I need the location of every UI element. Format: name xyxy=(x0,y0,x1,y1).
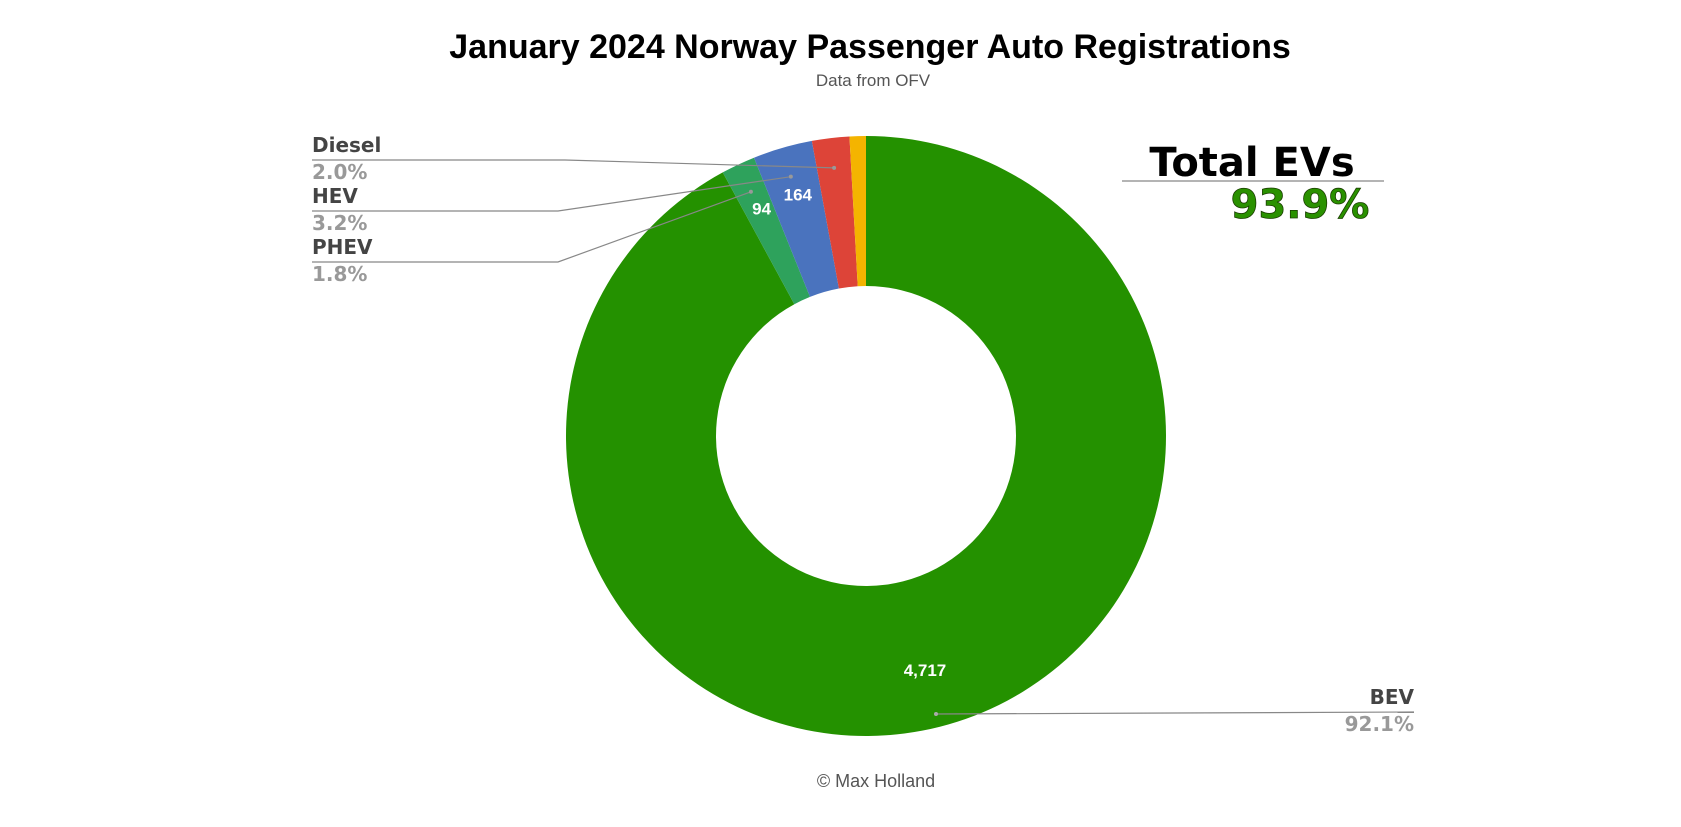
slice-bev xyxy=(566,136,1166,737)
chart-credit: © Max Holland xyxy=(817,771,935,791)
label-phev-name: PHEV xyxy=(312,235,373,259)
label-phev-percent: 1.8% xyxy=(312,262,367,286)
label-bev-name: BEV xyxy=(1370,685,1415,709)
label-diesel-percent: 2.0% xyxy=(312,160,367,184)
data-label-bev: 4,717 xyxy=(904,661,947,680)
label-hev-percent: 3.2% xyxy=(312,211,367,235)
label-diesel-name: Diesel xyxy=(312,133,381,157)
total-evs-title: Total EVs xyxy=(1149,140,1354,186)
leader-phev-dot xyxy=(748,189,753,194)
leader-bev-dot xyxy=(934,712,938,716)
leader-phev xyxy=(312,191,752,263)
total-evs-value: 93.9% xyxy=(1231,182,1370,228)
slice-petrol xyxy=(849,136,866,287)
chart-subtitle: Data from OFV xyxy=(816,71,931,90)
donut-slices xyxy=(566,136,1166,737)
leader-lines xyxy=(312,159,1415,716)
data-label-phev: 94 xyxy=(752,199,771,218)
data-labels: 4,717 94 164 xyxy=(752,186,946,680)
chart-title: January 2024 Norway Passenger Auto Regis… xyxy=(449,28,1291,66)
leader-hev xyxy=(312,176,791,212)
slice-diesel xyxy=(811,136,858,289)
slice-hev xyxy=(753,140,839,297)
leader-bev xyxy=(935,711,1415,715)
data-label-hev: 164 xyxy=(784,186,813,205)
label-hev-name: HEV xyxy=(312,184,358,208)
leader-diesel xyxy=(312,159,835,169)
leader-diesel-dot xyxy=(832,165,837,170)
leader-hev-dot xyxy=(788,174,793,179)
label-bev-percent: 92.1% xyxy=(1345,712,1414,736)
